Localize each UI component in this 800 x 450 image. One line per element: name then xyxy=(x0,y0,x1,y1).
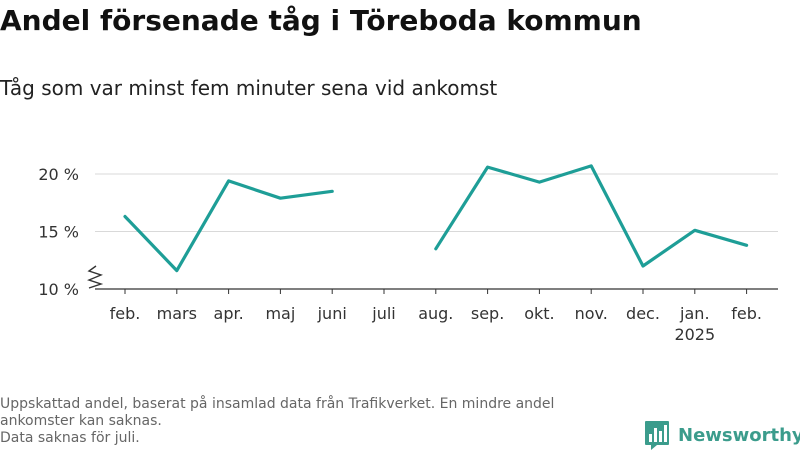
footnote-source-text: Uppskattad andel, baserat på insamlad da… xyxy=(0,396,555,429)
x-tick-label: maj xyxy=(265,304,295,323)
axis-break-icon xyxy=(87,265,104,289)
x-tick-label: feb. xyxy=(110,304,141,323)
chart-footnote: Uppskattad andel, baserat på insamlad da… xyxy=(0,396,630,447)
footnote-missing-data-text: Data saknas för juli. xyxy=(0,430,140,446)
x-tick-label: apr. xyxy=(214,304,244,323)
x-tick-label: nov. xyxy=(575,304,608,323)
bar-chart-logo-icon xyxy=(645,421,669,450)
x-tick-label: dec. xyxy=(626,304,660,323)
x-tick-label: jan. xyxy=(679,304,709,323)
x-tick-label: juni xyxy=(317,304,347,323)
x-tick-label: okt. xyxy=(524,304,554,323)
x-tick-label: juli xyxy=(371,304,395,323)
chart-subtitle: Tåg som var minst fem minuter sena vid a… xyxy=(0,76,498,100)
x-tick-label: sep. xyxy=(471,304,504,323)
y-tick-label: 10 % xyxy=(38,280,79,299)
brand-name: Newsworthy xyxy=(678,424,800,446)
y-tick-label: 20 % xyxy=(38,165,79,184)
y-tick-label: 15 % xyxy=(38,223,79,242)
brand-logo: Newsworthy xyxy=(644,420,800,450)
x-tick-label: feb. xyxy=(731,304,762,323)
chart-title: Andel försenade tåg i Töreboda kommun xyxy=(0,4,642,37)
series-line-segment xyxy=(123,179,334,273)
x-tick-label: mars xyxy=(157,304,197,323)
x-tick-year-label: 2025 xyxy=(674,325,715,344)
x-tick-label: aug. xyxy=(418,304,453,323)
series-line-segment xyxy=(434,164,749,268)
